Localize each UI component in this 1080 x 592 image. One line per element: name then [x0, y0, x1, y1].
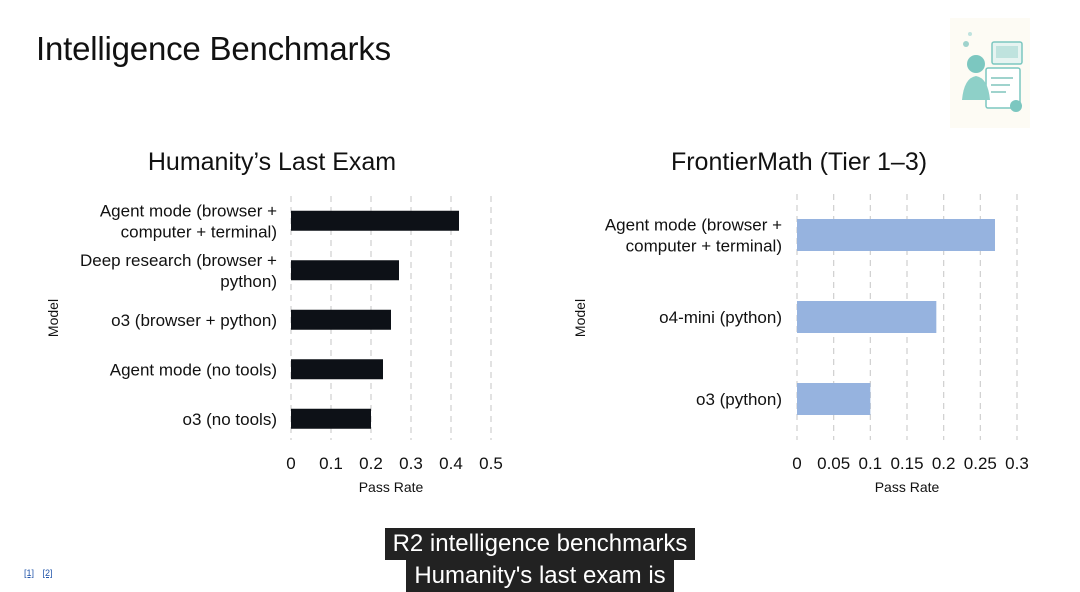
reference-link-1[interactable]: [1]	[24, 568, 35, 578]
frontiermath-x-tick-label: 0.25	[964, 454, 997, 473]
frontiermath-category-label: o3 (python)	[696, 390, 782, 409]
frontiermath-bar	[797, 219, 995, 251]
reference-link-2[interactable]: [2]	[42, 568, 53, 578]
caption-text-2: Humanity's last exam is	[406, 560, 674, 592]
hle-category-label: Deep research (browser +	[80, 251, 277, 270]
hle-category-label: o3 (no tools)	[183, 410, 278, 429]
hle-category-label: computer + terminal)	[121, 222, 277, 241]
frontiermath-bar	[797, 301, 937, 333]
hle-category-label: python)	[220, 272, 277, 291]
hle-x-tick-label: 0.1	[319, 454, 343, 473]
hle-category-label: Agent mode (browser +	[100, 201, 277, 220]
frontiermath-category-label: o4-mini (python)	[659, 308, 782, 327]
hle-bar	[291, 260, 399, 281]
hle-x-tick-label: 0.5	[479, 454, 503, 473]
frontiermath-y-axis-label: Model	[572, 299, 588, 337]
hle-x-tick-label: 0	[286, 454, 295, 473]
references: [1] [2]	[24, 568, 59, 578]
slide-title: Intelligence Benchmarks	[36, 30, 391, 67]
frontiermath-bar	[797, 383, 871, 415]
hle-category-label: Agent mode (no tools)	[110, 360, 277, 379]
hle-chart-title: Humanity’s Last Exam	[148, 148, 396, 176]
frontiermath-x-tick-label: 0.2	[932, 454, 956, 473]
person-with-documents-illustration	[950, 18, 1030, 128]
hle-y-axis-label: Model	[45, 299, 61, 337]
hle-x-tick-label: 0.2	[359, 454, 383, 473]
hle-x-tick-label: 0.4	[439, 454, 463, 473]
hle-chart: 0 0.1 0.2 0.3 0.4 0.5 Humanity’s Last Exam Agen…	[45, 148, 503, 495]
hle-bar	[291, 309, 391, 330]
hle-bar	[291, 408, 371, 429]
hle-bar	[291, 210, 459, 231]
frontiermath-chart-svg: 0 0.05 0.1 0.15 0.2 0.25 0.3 FrontierMath (Tier…	[572, 148, 1029, 495]
hle-x-axis-label: Pass Rate	[359, 479, 424, 495]
frontiermath-chart-title: FrontierMath (Tier 1–3)	[671, 148, 927, 176]
frontiermath-x-tick-label: 0	[792, 454, 801, 473]
hle-x-tick-label: 0.3	[399, 454, 423, 473]
frontiermath-chart: 0 0.05 0.1 0.15 0.2 0.25 0.3 FrontierMath (Tier…	[572, 148, 1029, 495]
frontiermath-x-tick-label: 0.3	[1005, 454, 1029, 473]
frontiermath-x-axis-label: Pass Rate	[875, 479, 940, 495]
frontiermath-x-tick-label: 0.15	[890, 454, 923, 473]
frontiermath-x-tick-label: 0.1	[859, 454, 883, 473]
caption-line-2: Humanity's last exam is	[0, 560, 1080, 592]
frontiermath-category-label: computer + terminal)	[626, 237, 782, 256]
hle-category-label: o3 (browser + python)	[111, 311, 277, 330]
frontiermath-x-tick-label: 0.05	[817, 454, 850, 473]
hle-chart-svg: 0 0.1 0.2 0.3 0.4 0.5 Humanity’s Last Exam Agen…	[45, 148, 503, 495]
hle-bar	[291, 359, 383, 380]
caption-text-1: R2 intelligence benchmarks	[384, 528, 696, 560]
caption-line-1: R2 intelligence benchmarks	[0, 528, 1080, 560]
frontiermath-category-label: Agent mode (browser +	[605, 216, 782, 235]
